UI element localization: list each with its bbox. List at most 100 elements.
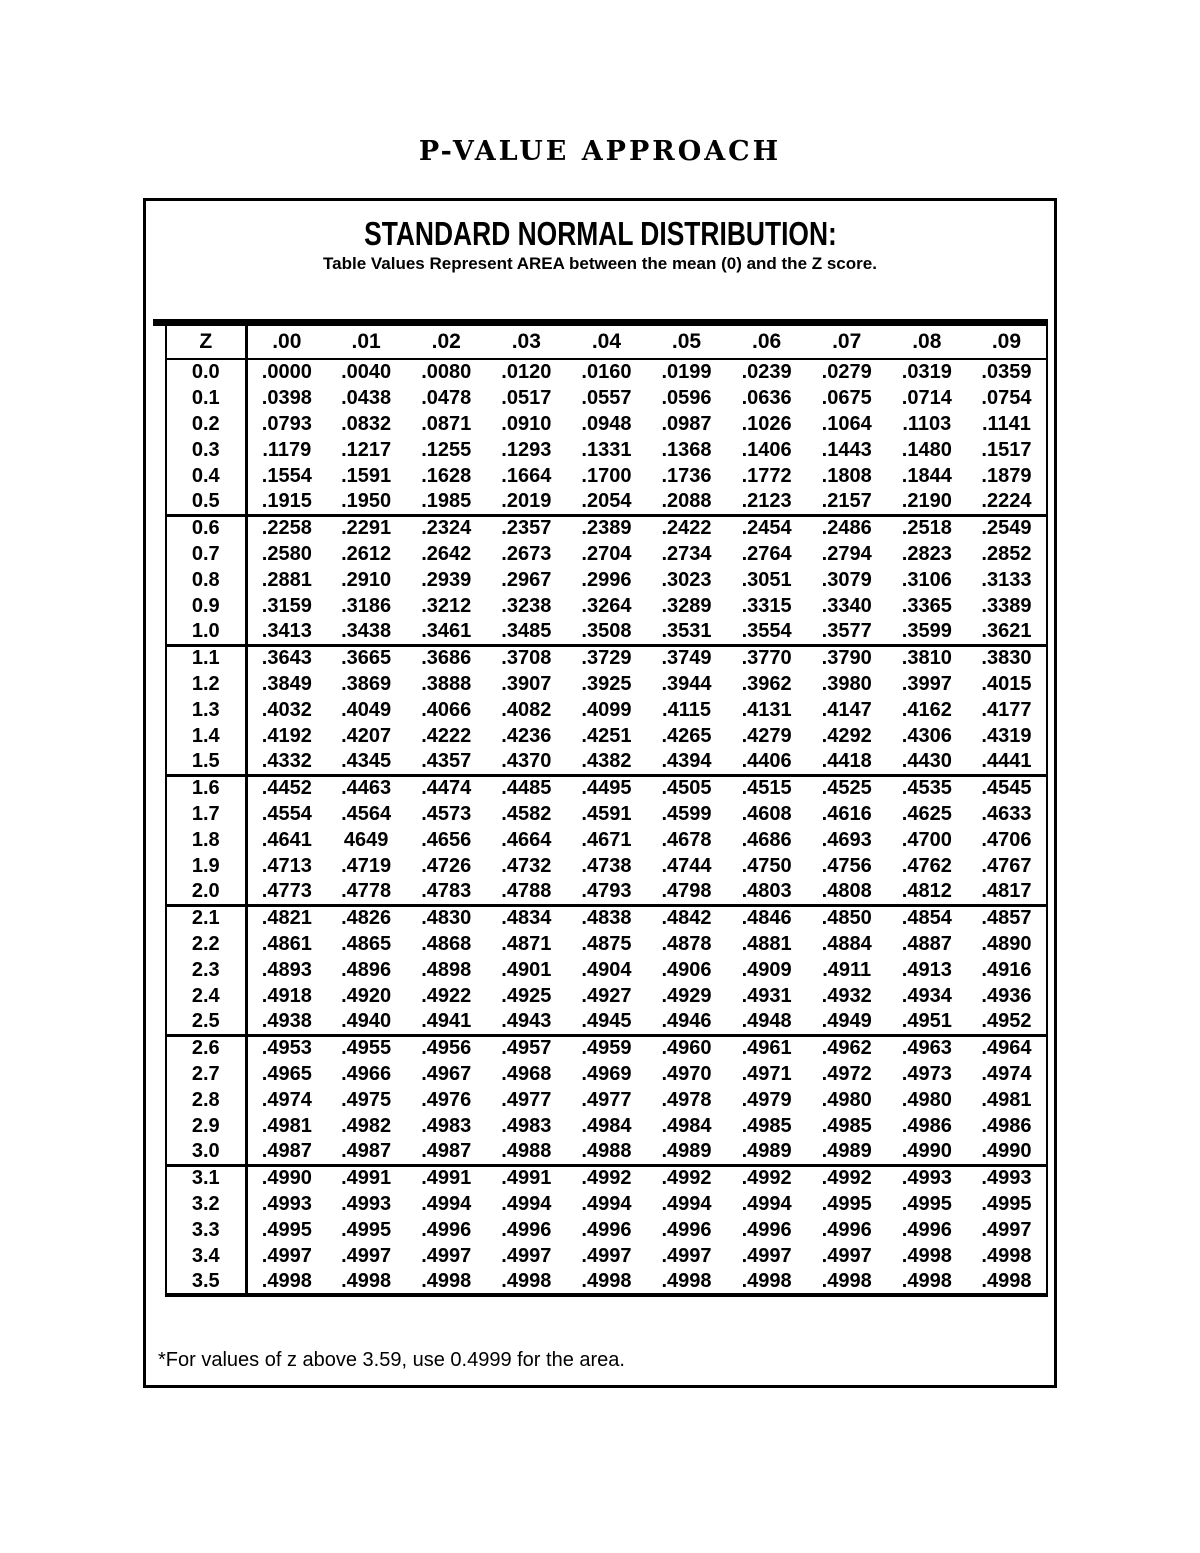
- value-cell: .0557: [581, 386, 632, 409]
- value-cell: .3289: [661, 594, 712, 617]
- value-cell: .4826: [326, 903, 407, 931]
- value-cell: .4967: [421, 1062, 472, 1085]
- value-cell: .3438: [341, 619, 392, 642]
- value-cell: .4991: [326, 1163, 407, 1191]
- value-cell: .4965: [261, 1062, 312, 1085]
- value-cell: .4987: [341, 1139, 392, 1162]
- value-cell: .1772: [741, 464, 792, 487]
- value-cell: .2518: [886, 513, 967, 541]
- value-cell: .0596: [661, 386, 712, 409]
- value-cell: .4994: [501, 1192, 552, 1215]
- z-cell: 1.4: [166, 723, 248, 749]
- value-cell: .4474: [406, 773, 487, 801]
- value-cell: .3264: [581, 594, 632, 617]
- z-cell: 1.9: [166, 853, 248, 879]
- value-cell: .4998: [901, 1244, 952, 1267]
- value-cell: .4934: [901, 984, 952, 1007]
- table-row: 1.9 .4713 .4719 .4726 .4732 .4738 .4744 .4750 .4…: [166, 853, 1047, 879]
- value-cell: .3790: [806, 643, 887, 671]
- value-cell: .3315: [741, 594, 792, 617]
- value-cell: .1293: [501, 438, 552, 461]
- value-cell: .4985: [821, 1114, 872, 1137]
- col-header: .08: [886, 326, 967, 360]
- value-cell: .3365: [901, 594, 952, 617]
- value-cell: .0438: [341, 386, 392, 409]
- value-cell: .4994: [741, 1192, 792, 1215]
- z-cell: 3.5: [166, 1269, 248, 1295]
- value-cell: .1736: [661, 464, 712, 487]
- value-cell: .2734: [661, 542, 712, 565]
- value-cell: .4946: [661, 1009, 712, 1032]
- value-cell: .4953: [246, 1033, 327, 1061]
- value-cell: .2823: [901, 542, 952, 565]
- table-row: 0.1 .0398 .0438 .0478 .0517 .0557 .0596 .0636 .0…: [166, 385, 1047, 411]
- value-cell: .4990: [981, 1139, 1032, 1162]
- value-cell: .4997: [501, 1244, 552, 1267]
- value-cell: .3238: [501, 594, 552, 617]
- value-cell: .4066: [421, 698, 472, 721]
- value-cell: .4922: [421, 984, 472, 1007]
- value-cell: .3413: [261, 619, 312, 642]
- z-cell: 2.5: [166, 1009, 248, 1035]
- value-cell: .4938: [261, 1009, 312, 1032]
- value-cell: .4977: [581, 1088, 632, 1111]
- value-cell: .4976: [421, 1088, 472, 1111]
- value-cell: .0478: [421, 386, 472, 409]
- value-cell: .1480: [901, 438, 952, 461]
- value-cell: .2910: [341, 568, 392, 591]
- value-cell: .4986: [981, 1114, 1032, 1137]
- value-cell: .2704: [581, 542, 632, 565]
- value-cell: .1443: [821, 438, 872, 461]
- z-cell: 2.7: [166, 1061, 248, 1087]
- value-cell: .3621: [981, 619, 1032, 642]
- value-cell: .3907: [501, 672, 552, 695]
- z-cell: 1.5: [166, 749, 248, 775]
- col-header-z: Z: [166, 326, 248, 360]
- value-cell: .4960: [646, 1033, 727, 1061]
- col-header: .07: [806, 326, 887, 360]
- value-cell: .4783: [421, 879, 472, 902]
- table-row: 3.4 .4997 .4997 .4997 .4997 .4997 .4997 .4997 .4…: [166, 1243, 1047, 1269]
- value-cell: .0040: [341, 361, 392, 383]
- value-cell: .4998: [261, 1269, 312, 1292]
- table-row: 2.0 .4773 .4778 .4783 .4788 .4793 .4798 .4803 .4…: [166, 879, 1047, 905]
- value-cell: .1628: [421, 464, 472, 487]
- z-cell: 2.0: [166, 879, 248, 905]
- value-cell: .4995: [261, 1218, 312, 1241]
- value-cell: .4995: [901, 1192, 952, 1215]
- value-cell: .4991: [486, 1163, 567, 1191]
- value-cell: .3133: [981, 568, 1032, 591]
- value-cell: .4955: [326, 1033, 407, 1061]
- value-cell: .4964: [966, 1033, 1047, 1061]
- value-cell: .4984: [661, 1114, 712, 1137]
- value-cell: .4997: [341, 1244, 392, 1267]
- value-cell: .4991: [406, 1163, 487, 1191]
- value-cell: .4678: [661, 828, 712, 851]
- value-cell: .4945: [581, 1009, 632, 1032]
- value-cell: .3643: [246, 643, 327, 671]
- value-cell: .4406: [741, 749, 792, 772]
- value-cell: .4756: [821, 854, 872, 877]
- value-cell: .4222: [421, 724, 472, 747]
- value-cell: .4997: [261, 1244, 312, 1267]
- value-cell: .4994: [421, 1192, 472, 1215]
- col-header: .01: [326, 326, 407, 360]
- value-cell: .4495: [566, 773, 647, 801]
- value-cell: .4881: [741, 932, 792, 955]
- value-cell: .4998: [901, 1269, 952, 1292]
- value-cell: .3980: [821, 672, 872, 695]
- value-cell: .4830: [406, 903, 487, 931]
- value-cell: .4767: [981, 854, 1032, 877]
- value-cell: .2054: [581, 489, 632, 512]
- value-cell: .1141: [981, 412, 1031, 435]
- value-cell: .1879: [981, 464, 1032, 487]
- z-cell: 2.1: [166, 903, 248, 931]
- table-row: 1.0 .3413 .3438 .3461 .3485 .3508 .3531 .3554 .3…: [166, 619, 1047, 645]
- value-cell: .3665: [326, 643, 407, 671]
- value-cell: .4983: [421, 1114, 472, 1137]
- value-cell: .4998: [581, 1269, 632, 1292]
- box-heading-text: STANDARD NORMAL DISTRIBUTION:: [363, 215, 837, 252]
- box-heading: STANDARD NORMAL DISTRIBUTION:: [146, 215, 1054, 253]
- value-cell: .4871: [501, 932, 552, 955]
- value-cell: .4916: [981, 958, 1032, 981]
